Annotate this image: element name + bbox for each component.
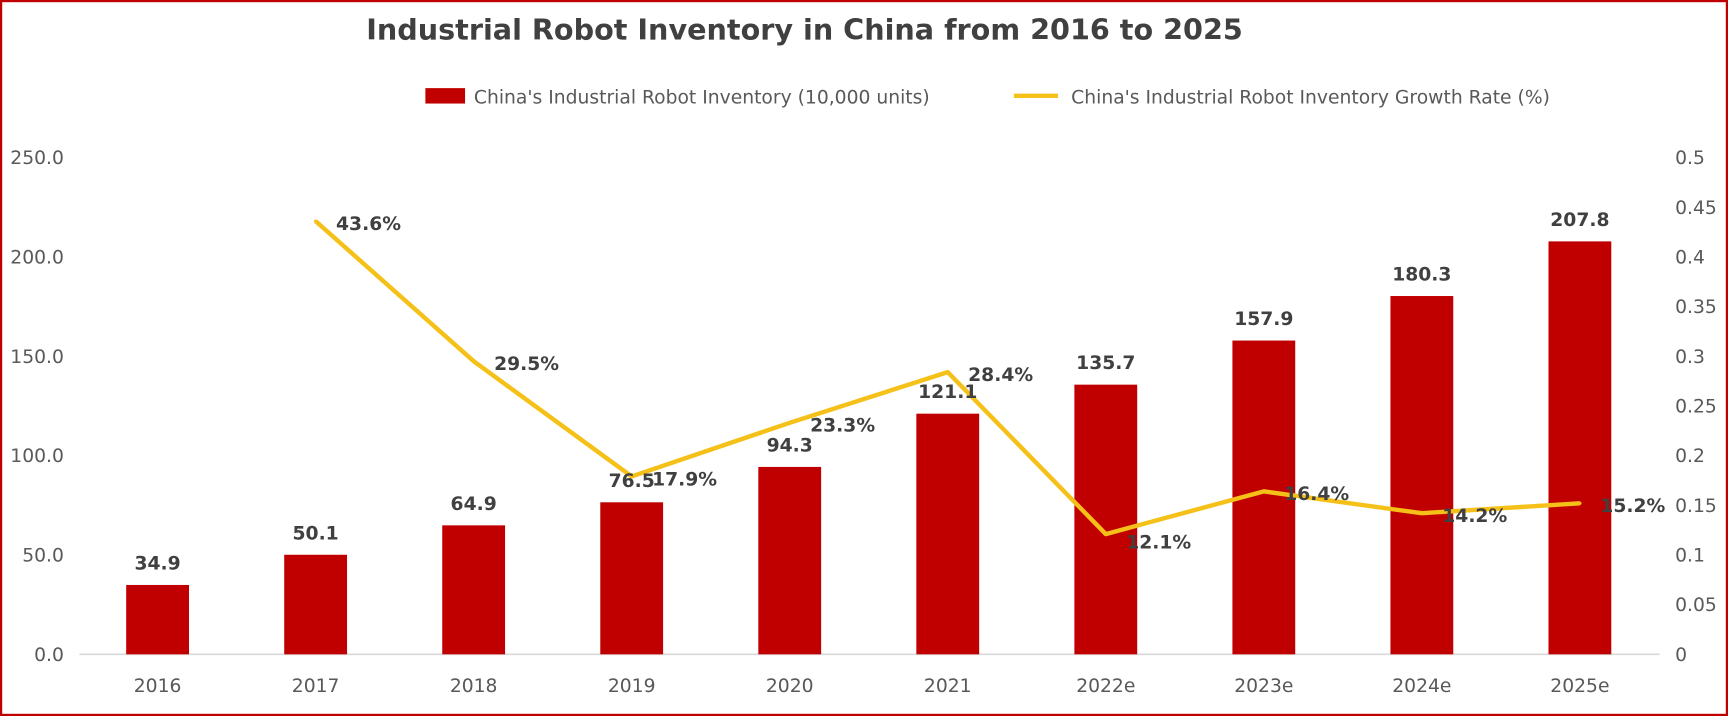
bar-data-label: 50.1 [293,523,339,544]
bar [758,466,822,655]
left-axis: 0.0 50.0 100.0 150.0 200.0 250.0 [10,148,64,666]
x-tick-label: 2020 [766,676,814,697]
x-tick-label: 2022e [1076,676,1135,697]
line-data-label: 14.2% [1442,506,1507,527]
bar-data-label: 121.1 [918,382,977,403]
legend-swatch-bar [425,88,466,104]
bar-data-label: 157.9 [1234,309,1293,330]
line-data-label: 16.4% [1284,484,1349,505]
line-data-labels: 43.6% 29.5% 17.9% 23.3% 28.4% 12.1% 16.4% 14.2%… [336,214,1665,553]
line-data-label: 28.4% [968,365,1033,386]
line-data-label: 23.3% [810,416,875,437]
line-point [946,370,950,374]
right-tick-label: 0.15 [1675,496,1717,517]
bar [1390,296,1454,655]
bar-data-label: 207.8 [1550,210,1609,231]
right-tick-label: 0.1 [1675,546,1705,567]
right-tick-label: 0.4 [1675,247,1705,268]
right-tick-label: 0 [1675,645,1687,666]
right-tick-label: 0.05 [1675,595,1717,616]
bar-data-label: 64.9 [451,494,497,515]
bar [1074,384,1138,655]
bar-data-label: 76.5 [609,471,655,492]
x-tick-label: 2019 [608,676,656,697]
left-tick-label: 250.0 [10,148,64,169]
line-data-label: 12.1% [1126,532,1191,553]
line-point [1262,489,1266,494]
bar [600,502,664,655]
bar-data-label: 34.9 [134,554,180,575]
right-tick-label: 0.3 [1675,347,1705,368]
legend-label-bar: China's Industrial Robot Inventory (10,0… [474,88,930,109]
line-data-label: 29.5% [494,354,559,375]
x-tick-label: 2018 [450,676,498,697]
line-data-label: 43.6% [336,214,401,235]
line-point [1578,501,1582,505]
x-tick-label: 2024e [1392,676,1451,697]
legend: China's Industrial Robot Inventory (10,0… [425,88,1550,109]
bar-data-labels: 34.9 50.1 64.9 76.5 94.3 121.1 135.7 157.9 180.3… [134,210,1609,575]
line-point [788,421,792,425]
line-point [1104,532,1108,536]
right-tick-label: 0.2 [1675,446,1705,467]
x-tick-label: 2021 [924,676,972,697]
x-tick-label: 2023e [1234,676,1293,697]
left-tick-label: 150.0 [10,347,64,368]
bar-data-label: 94.3 [767,436,813,457]
x-tick-label: 2017 [292,676,340,697]
left-tick-label: 200.0 [10,247,64,268]
line-series [313,219,1582,537]
bar [1548,241,1612,655]
right-tick-label: 0.45 [1675,198,1717,219]
line-data-label: 17.9% [652,469,717,490]
left-tick-label: 50.0 [22,546,64,567]
bar [442,525,506,655]
line-point [472,359,476,363]
line-data-label: 15.2% [1600,496,1665,517]
bar-data-label: 135.7 [1076,353,1135,374]
bar [126,584,189,655]
chart-title: Industrial Robot Inventory in China from… [366,13,1243,47]
left-tick-label: 0.0 [34,645,64,666]
line-point [313,219,318,223]
bar [284,554,348,655]
line-point [630,474,634,479]
left-tick-label: 100.0 [10,446,64,467]
x-tick-label: 2025e [1550,676,1609,697]
legend-label-line: China's Industrial Robot Inventory Growt… [1071,88,1550,109]
bar-series [126,241,1612,655]
right-axis: 0 0.05 0.1 0.15 0.2 0.25 0.3 0.35 0.4 0.45 0.5 [1675,148,1717,666]
right-tick-label: 0.35 [1675,297,1717,318]
bar-data-label: 180.3 [1392,265,1451,286]
x-tick-label: 2016 [134,676,182,697]
x-axis: 2016 2017 2018 2019 2020 2021 2022e 2023e 2024e 2… [134,676,1610,697]
line-point [1420,511,1424,515]
right-tick-label: 0.25 [1675,397,1717,418]
right-tick-label: 0.5 [1675,148,1705,169]
bar [916,413,980,655]
